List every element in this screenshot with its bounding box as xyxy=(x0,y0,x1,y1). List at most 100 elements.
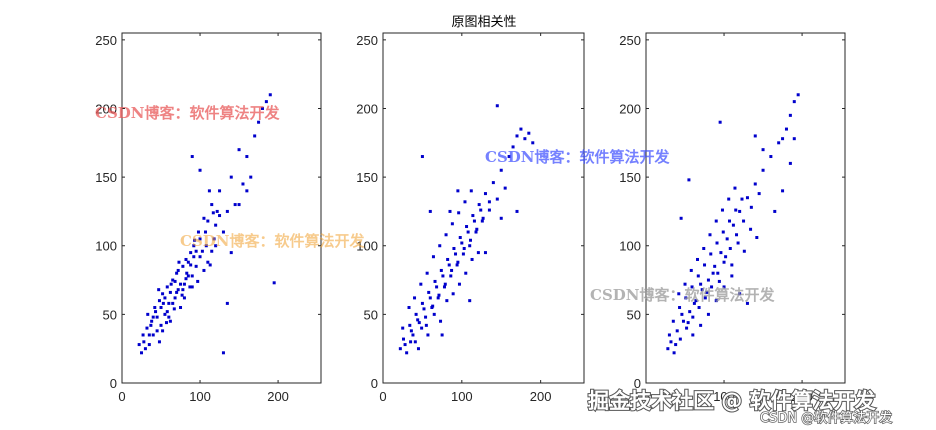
data-point xyxy=(153,306,157,310)
y-tick-label: 250 xyxy=(95,33,117,48)
data-point xyxy=(420,155,424,159)
data-point xyxy=(167,301,171,305)
data-point xyxy=(448,209,452,213)
data-point xyxy=(714,299,718,303)
data-point xyxy=(487,208,491,212)
data-point xyxy=(725,237,729,241)
data-point xyxy=(163,312,167,316)
data-point xyxy=(717,279,721,283)
data-point xyxy=(161,292,165,296)
data-point xyxy=(472,219,476,223)
data-point xyxy=(742,219,746,223)
data-point xyxy=(177,260,181,264)
data-point xyxy=(445,299,449,303)
data-point xyxy=(182,282,186,286)
data-point xyxy=(769,155,773,159)
data-point xyxy=(456,260,460,264)
data-point xyxy=(479,208,483,212)
data-point xyxy=(141,333,145,337)
data-point xyxy=(198,255,202,259)
y-tick-label: 150 xyxy=(619,170,641,185)
data-point xyxy=(165,285,169,289)
data-point xyxy=(477,203,481,207)
data-point xyxy=(527,131,531,135)
data-point xyxy=(515,134,519,138)
data-point xyxy=(474,230,478,234)
data-point xyxy=(146,312,150,316)
watermark-red: CSDN博客：软件算法开发 xyxy=(95,104,280,122)
data-point xyxy=(788,113,792,117)
x-tick-label: 100 xyxy=(189,389,211,404)
y-tick-label: 100 xyxy=(619,239,641,254)
data-point xyxy=(731,223,735,227)
data-point xyxy=(409,340,413,344)
data-point xyxy=(225,209,229,213)
data-point xyxy=(272,281,276,285)
data-point xyxy=(403,343,407,347)
data-point xyxy=(147,333,151,337)
data-point xyxy=(157,340,161,344)
data-point xyxy=(164,321,168,325)
data-point xyxy=(198,168,202,172)
data-point xyxy=(154,310,158,314)
data-point xyxy=(147,343,151,347)
data-point xyxy=(696,274,700,278)
data-point xyxy=(523,137,527,141)
data-point xyxy=(463,200,467,204)
data-point xyxy=(142,340,146,344)
data-point xyxy=(454,252,458,256)
data-point xyxy=(190,285,194,289)
data-point xyxy=(696,257,700,261)
data-point xyxy=(700,288,704,292)
data-point xyxy=(414,312,418,316)
data-point xyxy=(460,241,464,245)
data-point xyxy=(237,148,241,152)
data-point xyxy=(192,255,196,259)
data-point xyxy=(499,168,503,172)
data-point xyxy=(169,282,173,286)
data-point xyxy=(446,257,450,261)
data-point xyxy=(140,351,144,355)
data-point xyxy=(469,189,473,193)
data-point xyxy=(155,329,159,333)
x-tick-label: 0 xyxy=(118,389,125,404)
data-point xyxy=(495,104,499,108)
data-point xyxy=(715,241,719,245)
data-point xyxy=(722,285,726,289)
data-point xyxy=(413,296,417,300)
x-tick-label: 200 xyxy=(267,389,289,404)
y-tick-label: 200 xyxy=(356,101,378,116)
data-point xyxy=(773,209,777,213)
data-point xyxy=(681,319,685,323)
data-point xyxy=(761,148,765,152)
data-point xyxy=(202,268,206,272)
data-point xyxy=(781,189,785,193)
data-point xyxy=(781,137,785,141)
corner-watermark: 掘金技术社区 @ 软件算法开发 xyxy=(588,389,877,413)
data-point xyxy=(666,347,670,351)
data-point xyxy=(413,340,417,344)
data-point xyxy=(168,290,172,294)
data-point xyxy=(202,216,206,220)
data-point xyxy=(151,333,155,337)
x-tick-label: 200 xyxy=(791,389,813,404)
data-point xyxy=(457,282,461,286)
data-point xyxy=(503,186,507,190)
data-point xyxy=(755,236,759,240)
data-point xyxy=(684,296,688,300)
data-point xyxy=(742,249,746,253)
data-point xyxy=(151,315,155,319)
data-point xyxy=(691,315,695,319)
data-point xyxy=(212,237,216,241)
data-point xyxy=(427,290,431,294)
data-point xyxy=(738,292,742,296)
axes-box xyxy=(121,32,322,384)
y-tick-label: 250 xyxy=(356,33,378,48)
y-tick-label: 250 xyxy=(619,33,641,48)
data-point xyxy=(155,315,159,319)
data-point xyxy=(268,93,272,97)
data-point xyxy=(711,271,715,275)
data-point xyxy=(450,268,454,272)
data-point xyxy=(690,285,694,289)
watermark-gray: CSDN博客：软件算法开发 xyxy=(590,286,775,304)
